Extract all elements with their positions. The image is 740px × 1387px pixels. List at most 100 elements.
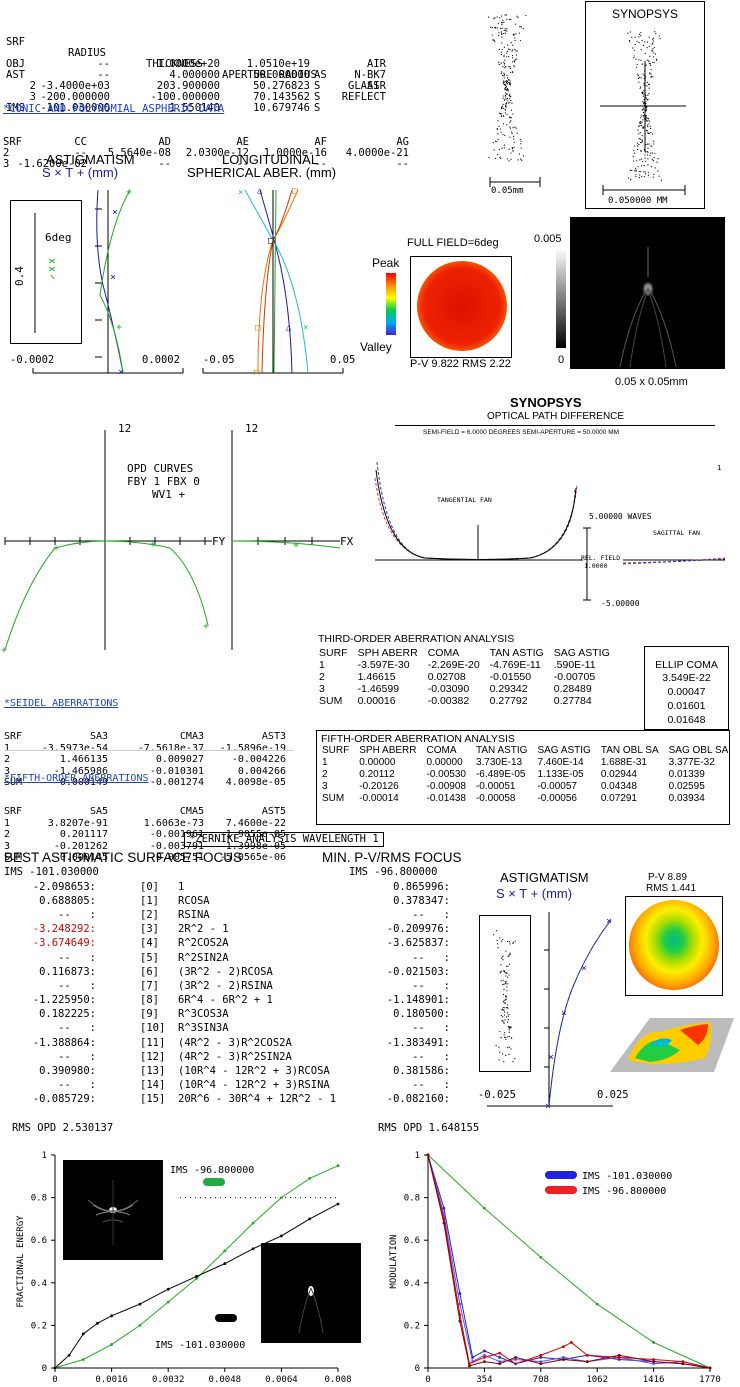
longsa-right-tick: 0.05: [330, 354, 356, 366]
zernike-best-value: -1.388864:: [32, 1036, 96, 1049]
spot-point: [511, 61, 514, 63]
zernike-index: [8]: [140, 994, 159, 1007]
spot-point: [639, 138, 642, 140]
spot-point: [502, 993, 505, 996]
zernike-index: [13]: [140, 1065, 166, 1078]
aspheric-cell: 3: [3, 158, 10, 170]
spot-point: [512, 941, 515, 943]
y-tick-label: 1: [42, 1151, 47, 1161]
spot-point: [638, 81, 640, 83]
data-point: [442, 1221, 446, 1225]
fullfield-peak: Peak: [372, 256, 400, 270]
spot-point: [641, 92, 644, 95]
astig2-right-tick: 0.025: [597, 1089, 629, 1101]
aspheric-cell: 5.5640e-08: [107, 147, 171, 159]
spot-point: [639, 132, 641, 134]
spot-point: [497, 22, 499, 25]
spot-point: [497, 120, 499, 122]
spot-point: [648, 132, 651, 135]
spot-point: [643, 84, 645, 86]
spot-point: [515, 54, 518, 56]
data-point: [195, 1277, 198, 1280]
spot-point: [502, 1016, 504, 1018]
spot-point: [512, 44, 514, 46]
zernike-best-value: -- :: [58, 1022, 96, 1035]
spot-point: [650, 152, 652, 154]
spot-point: [647, 151, 649, 153]
fifth-title-link[interactable]: *FIFTH-ORDER ABERRATIONS: [4, 773, 149, 784]
zernike-row: 0.688805: [1] RCOSA 0.378347:: [4, 894, 450, 908]
spot-point: [511, 132, 513, 135]
zernike-minpv-value: -0.209976:: [386, 923, 450, 936]
table-cell: 7.460E-14: [537, 757, 584, 768]
table-cell: -4.769E-11: [489, 659, 541, 671]
header-cell: TAN ASTIG: [475, 745, 528, 756]
spot-point: [509, 81, 511, 84]
spot-point: [509, 48, 511, 51]
seidel-title-link[interactable]: *SEIDEL ABERRATIONS: [4, 698, 119, 709]
table-cell: 1.46615: [357, 671, 396, 683]
aberration-cell: 0.201117: [59, 829, 108, 840]
zernike-best-value: -1.225950:: [32, 994, 96, 1007]
table-cell: 0.29342: [489, 683, 528, 695]
aspheric-title-link[interactable]: *CONIC AND POLYNOMIAL ASPHERIC DATA: [3, 103, 225, 115]
spot-point: [633, 57, 635, 59]
longsa-plot: × △ □ □ □ △ × □: [202, 186, 344, 375]
spot-point: [645, 107, 647, 109]
spot-point: [503, 21, 505, 23]
third-row: 2 1.46615 0.02708 -0.01550 -0.00705: [314, 671, 615, 683]
data-point: [514, 1358, 518, 1361]
seidel-header: SRF SA3 CMA3 AST3: [4, 731, 294, 743]
lens-cell: 1.0000e+20: [156, 58, 220, 70]
spot-point: [508, 974, 510, 976]
spot-point: [641, 63, 643, 65]
spot-point: [505, 96, 507, 98]
data-point: [539, 1362, 543, 1366]
svg-text:+: +: [116, 322, 122, 333]
spot-point: [638, 138, 640, 140]
zernike-term: R^2COS2A: [178, 937, 229, 950]
spot-point: [515, 58, 518, 60]
data-point: [595, 1302, 599, 1306]
fifth-row: 2 0.201117 -0.001961 -1.9055e-05: [4, 829, 294, 841]
spot-point: [511, 146, 513, 149]
aberration-cell: 7.4600e-22: [225, 817, 286, 829]
spot-point: [510, 120, 512, 122]
spot-point: [640, 86, 642, 88]
data-point: [53, 1366, 57, 1370]
svg-text:+: +: [126, 187, 132, 198]
spot-point: [494, 26, 496, 28]
spot-point: [513, 61, 516, 63]
spot-point: [500, 54, 503, 56]
lens-cell: OBJ: [6, 58, 25, 70]
spot-point: [647, 98, 649, 101]
zernike-minpv-value: -- :: [412, 1050, 450, 1063]
spot-point: [513, 146, 515, 148]
spot-point: [637, 73, 639, 75]
table-cell: -0.00051: [475, 781, 516, 792]
svg-text:+: +: [293, 540, 299, 551]
astig1-legend: S × T + (mm): [42, 165, 119, 180]
aberration-cell: -1.5896e-19: [219, 742, 286, 754]
spot-point: [512, 126, 514, 129]
spot-point: [503, 75, 505, 77]
psf1-scale-bottom: 0: [558, 354, 565, 366]
lens-cell: AS: [314, 69, 327, 81]
spot-point: [514, 39, 516, 42]
spot-point: [494, 40, 496, 43]
spot-point: [498, 34, 500, 37]
spot-point: [496, 27, 498, 29]
spot-point: [506, 97, 509, 100]
data-point: [138, 1324, 142, 1327]
y-tick-label: 0: [42, 1364, 47, 1374]
data-point: [539, 1360, 543, 1364]
spot-point: [632, 156, 634, 158]
spot-point: [506, 50, 509, 53]
x-tick-label: 708: [533, 1375, 549, 1385]
spot-point: [520, 26, 523, 28]
ee-label-black: IMS -101.030000: [155, 1340, 245, 1351]
data-point: [166, 1287, 170, 1291]
spot-point: [652, 48, 654, 50]
svg-text:×: ×: [238, 188, 243, 198]
spot-point: [503, 1014, 506, 1016]
